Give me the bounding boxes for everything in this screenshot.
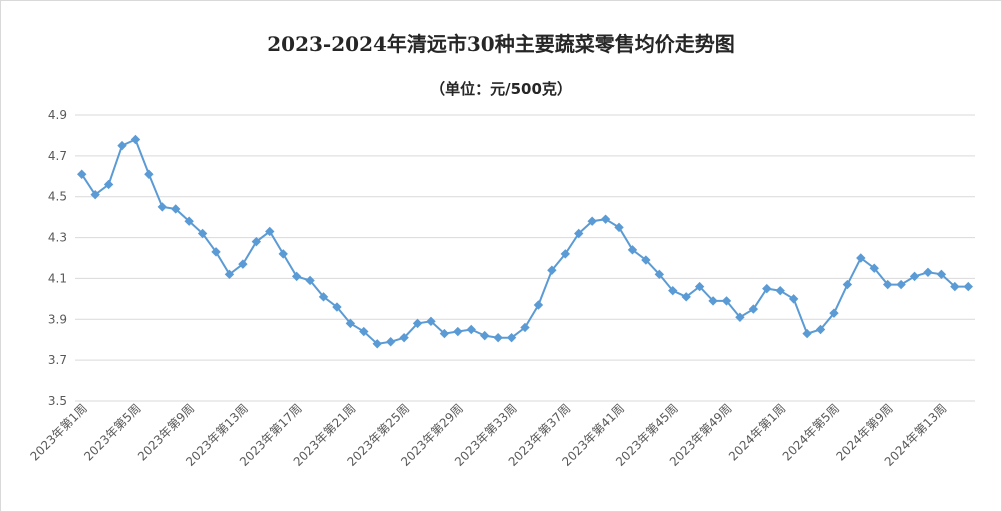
data-point bbox=[869, 263, 879, 273]
data-point bbox=[238, 259, 248, 269]
data-point bbox=[493, 332, 503, 343]
data-point bbox=[775, 285, 785, 296]
data-point bbox=[144, 169, 154, 179]
data-point bbox=[520, 322, 530, 333]
data-point bbox=[103, 179, 114, 190]
data-point bbox=[399, 332, 409, 343]
data-point bbox=[359, 326, 369, 337]
data-point bbox=[453, 326, 463, 337]
data-point bbox=[950, 281, 960, 292]
data-point bbox=[533, 300, 544, 310]
y-axis: 3.5 3.7 3.9 4.1 4.3 4.5 4.7 4.9 bbox=[48, 108, 67, 408]
gridlines bbox=[75, 114, 975, 402]
data-point bbox=[654, 269, 665, 280]
x-axis: 2023年第1周2023年第5周2023年第9周2023年第13周2023年第1… bbox=[27, 401, 949, 469]
data-point bbox=[547, 265, 557, 275]
data-point bbox=[627, 245, 638, 255]
y-tick-label: 4.3 bbox=[48, 231, 67, 245]
data-point bbox=[345, 318, 356, 329]
data-point bbox=[90, 189, 100, 200]
data-point bbox=[560, 249, 571, 259]
y-tick-label: 4.1 bbox=[48, 271, 67, 285]
data-point bbox=[802, 328, 812, 339]
data-point bbox=[439, 328, 450, 339]
data-point bbox=[305, 275, 315, 286]
y-tick-label: 4.5 bbox=[48, 190, 67, 204]
data-point bbox=[197, 228, 208, 239]
data-point bbox=[721, 296, 732, 306]
data-point bbox=[748, 304, 759, 314]
data-point bbox=[412, 318, 423, 329]
data-point bbox=[574, 228, 584, 239]
data-point bbox=[426, 316, 436, 327]
data-point bbox=[829, 308, 839, 318]
data-point bbox=[211, 247, 221, 257]
chart-title: 2023-2024年清远市30种主要蔬菜零售均价走势图 bbox=[267, 32, 735, 56]
data-point bbox=[506, 332, 517, 343]
data-point bbox=[372, 339, 382, 349]
data-point bbox=[641, 255, 651, 265]
data-point bbox=[896, 279, 906, 290]
data-point bbox=[318, 292, 329, 302]
data-point bbox=[882, 279, 893, 290]
data-point bbox=[600, 214, 611, 224]
data-point bbox=[668, 285, 678, 296]
data-point bbox=[117, 140, 127, 151]
data-point bbox=[171, 204, 181, 214]
data-point bbox=[157, 202, 168, 212]
data-point bbox=[130, 134, 141, 145]
y-tick-label: 4.9 bbox=[48, 108, 67, 122]
data-point bbox=[587, 216, 597, 226]
data-point bbox=[963, 281, 973, 292]
data-point bbox=[614, 222, 624, 233]
data-point bbox=[694, 281, 705, 292]
data-point bbox=[909, 271, 920, 282]
data-point bbox=[762, 283, 772, 294]
y-tick-label: 4.7 bbox=[48, 149, 67, 163]
data-point bbox=[291, 271, 302, 282]
data-point bbox=[815, 324, 826, 335]
series-line bbox=[77, 134, 973, 349]
data-point bbox=[735, 312, 745, 322]
data-point bbox=[856, 253, 866, 263]
data-point bbox=[466, 324, 476, 335]
y-tick-label: 3.9 bbox=[48, 312, 67, 326]
data-point bbox=[251, 236, 262, 247]
data-point bbox=[479, 330, 490, 341]
data-point bbox=[923, 267, 933, 278]
data-point bbox=[708, 296, 718, 306]
data-point bbox=[265, 226, 275, 237]
chart-subtitle: （单位：元/500克） bbox=[430, 80, 572, 98]
data-point bbox=[842, 279, 853, 290]
data-point bbox=[77, 169, 87, 179]
y-tick-label: 3.7 bbox=[48, 353, 67, 367]
data-point bbox=[184, 216, 194, 226]
data-point bbox=[936, 269, 947, 280]
data-point bbox=[788, 294, 799, 304]
data-point bbox=[681, 292, 691, 302]
data-point bbox=[385, 337, 396, 347]
y-tick-label: 3.5 bbox=[48, 394, 67, 408]
data-point bbox=[278, 249, 288, 259]
data-point bbox=[224, 269, 235, 280]
data-point bbox=[332, 302, 342, 312]
